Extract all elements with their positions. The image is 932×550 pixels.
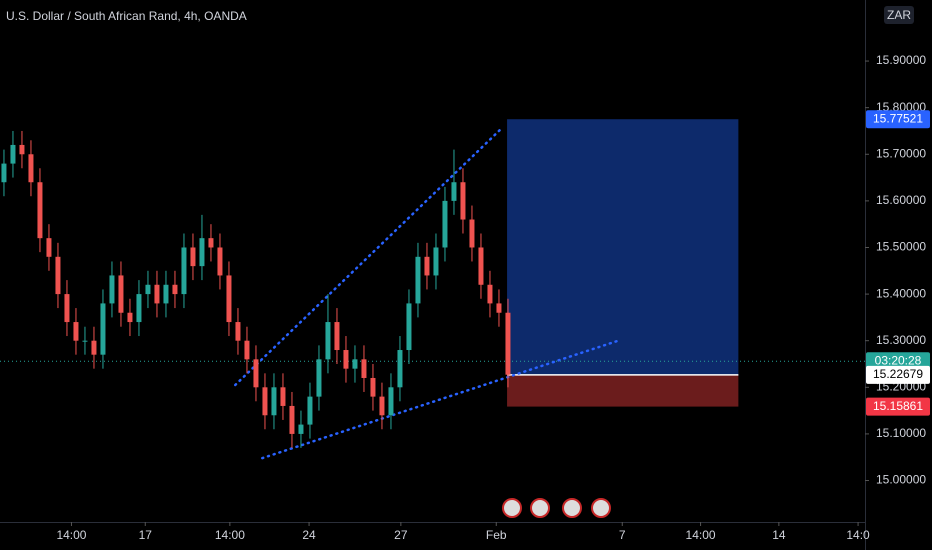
candle-body — [64, 294, 70, 323]
candle-body — [10, 144, 16, 164]
x-tick-label: 14:00 — [686, 528, 716, 542]
x-tick-label: 14:00 — [215, 528, 245, 542]
candle-body — [343, 350, 349, 369]
candle-body — [271, 387, 277, 416]
candle-body — [127, 312, 133, 323]
candle-body — [307, 396, 313, 425]
candle-body — [118, 275, 124, 313]
countdown-label-box — [866, 352, 930, 371]
y-tick-label: 15.30000 — [876, 333, 926, 347]
candle-body — [235, 322, 241, 341]
currency-badge[interactable] — [884, 6, 914, 24]
target-zone — [507, 119, 739, 375]
candle-body — [352, 359, 358, 369]
candle-body — [154, 284, 160, 304]
candle-body — [397, 350, 403, 388]
countdown-label: 03:20:28 — [875, 353, 922, 367]
x-tick-label: 14:0 — [846, 528, 870, 542]
chart-title: U.S. Dollar / South African Rand, 4h, OA… — [6, 9, 247, 23]
event-icon[interactable] — [562, 498, 582, 518]
candle-body — [199, 238, 205, 267]
y-tick-label: 15.10000 — [876, 426, 926, 440]
candle-body — [28, 154, 34, 183]
y-tick-label: 15.40000 — [876, 286, 926, 300]
stop-price-label-box — [866, 397, 930, 416]
candle-body — [280, 387, 286, 406]
event-icons — [502, 498, 611, 518]
candle-body — [370, 377, 376, 397]
candle-body — [496, 303, 502, 313]
candle-body — [136, 294, 142, 323]
candle-body — [253, 359, 259, 388]
candle-body — [163, 284, 169, 304]
currency-label: ZAR — [887, 8, 911, 22]
candle-body — [478, 247, 484, 285]
plot — [0, 119, 865, 460]
candle-body — [442, 200, 448, 248]
candle-body — [82, 340, 88, 342]
x-tick-label: 14:00 — [56, 528, 86, 542]
candle-body — [334, 322, 340, 351]
candle-body — [217, 247, 223, 276]
y-tick-label: 15.00000 — [876, 473, 926, 487]
candle-body — [145, 284, 151, 295]
x-tick-label: 7 — [619, 528, 626, 542]
y-tick-label: 15.50000 — [876, 240, 926, 254]
candle-body — [316, 359, 322, 397]
candle-body — [262, 387, 268, 416]
candle-body — [289, 405, 295, 434]
candle-body — [91, 340, 97, 355]
candle-body — [505, 312, 511, 375]
candle-body — [460, 182, 466, 220]
candle-body — [172, 284, 178, 295]
x-tick-label: 14 — [772, 528, 786, 542]
event-icon[interactable] — [530, 498, 550, 518]
y-tick-label: 15.70000 — [876, 146, 926, 160]
x-tick-label: 17 — [139, 528, 153, 542]
trendline — [261, 338, 621, 460]
candle-body — [55, 256, 61, 295]
candle-body — [451, 182, 457, 201]
candle-body — [37, 182, 43, 239]
x-tick-label: Feb — [486, 528, 507, 542]
candle-body — [181, 247, 187, 295]
entry-price-label-box — [866, 365, 930, 384]
candle-body — [1, 163, 7, 183]
candle-body — [325, 322, 331, 360]
candle-body — [190, 247, 196, 267]
event-icon[interactable] — [502, 498, 522, 518]
candle-body — [109, 275, 115, 304]
candle-body — [487, 284, 493, 304]
candle-body — [433, 247, 439, 276]
x-tick-label: 24 — [302, 528, 316, 542]
target-price-label-box — [866, 110, 930, 129]
candle-body — [244, 340, 250, 360]
candle-body — [208, 238, 214, 248]
candle-body — [469, 219, 475, 248]
candle-body — [406, 303, 412, 351]
candle-body — [226, 275, 232, 323]
y-tick-label: 15.60000 — [876, 193, 926, 207]
candle-body — [415, 256, 421, 304]
candle-body — [100, 303, 106, 355]
candle-body — [424, 256, 430, 276]
candle-body — [379, 396, 385, 416]
entry-price-label: 15.22679 — [873, 367, 923, 381]
stop-price-label: 15.15861 — [873, 399, 923, 413]
candle-body — [73, 322, 79, 341]
candle-body — [361, 359, 367, 378]
stop-zone — [507, 374, 739, 407]
candle-body — [388, 387, 394, 416]
trendline — [234, 128, 502, 387]
candle-body — [298, 424, 304, 434]
target-price-label: 15.77521 — [873, 111, 923, 125]
event-icon[interactable] — [591, 498, 611, 518]
y-tick-label: 15.90000 — [876, 53, 926, 67]
candle-body — [19, 144, 25, 155]
candle-body — [46, 238, 52, 257]
x-tick-label: 27 — [394, 528, 408, 542]
